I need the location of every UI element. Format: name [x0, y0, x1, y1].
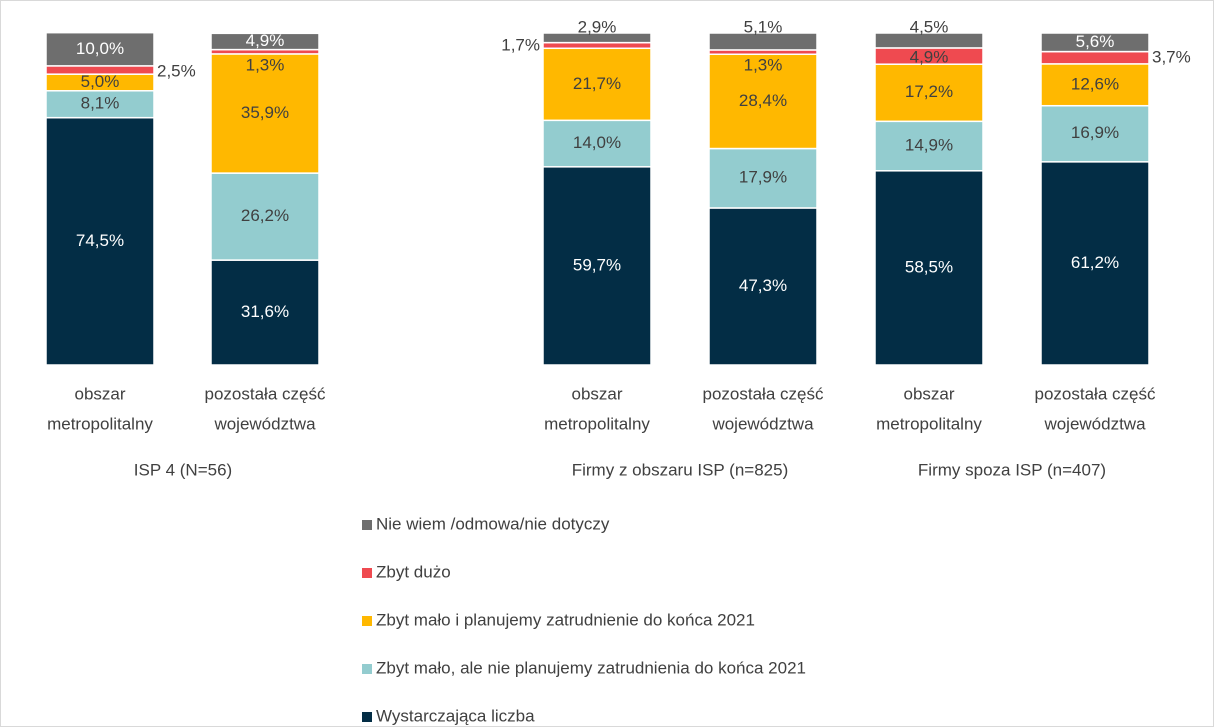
data-label: 14,9%	[905, 136, 953, 155]
data-label: 8,1%	[81, 94, 120, 113]
bar-segment	[45, 65, 155, 75]
data-label: 31,6%	[241, 302, 289, 321]
data-label: 12,6%	[1071, 74, 1119, 93]
legend-swatch	[362, 712, 372, 722]
bar-segment	[708, 147, 818, 209]
bar-segment	[210, 172, 320, 261]
legend-swatch	[362, 664, 372, 674]
bar-segment	[874, 63, 984, 123]
legend-label: Wystarczająca liczba	[376, 706, 535, 725]
data-label: 61,2%	[1071, 253, 1119, 272]
legend-label: Zbyt mało, ale nie planujemy zatrudnieni…	[376, 658, 806, 677]
data-label: 2,5%	[157, 61, 196, 80]
bar-segment	[874, 32, 984, 49]
data-label: 14,0%	[573, 133, 621, 152]
data-label: 5,6%	[1076, 32, 1115, 51]
data-label: 4,5%	[910, 17, 949, 36]
bar-segment	[210, 259, 320, 366]
x-tick-label: metropolitalny	[544, 414, 650, 433]
x-tick-label: województwa	[213, 414, 316, 433]
x-tick-label: metropolitalny	[876, 414, 982, 433]
data-label: 5,1%	[744, 17, 783, 36]
x-tick-label: metropolitalny	[47, 414, 153, 433]
bar-segment	[210, 32, 320, 51]
bar-segment	[708, 32, 818, 51]
data-label: 1,3%	[744, 55, 783, 74]
data-label: 4,9%	[910, 47, 949, 66]
data-label: 10,0%	[76, 39, 124, 58]
x-tick-label: obszar	[74, 384, 125, 403]
data-label: 58,5%	[905, 257, 953, 276]
data-label: 74,5%	[76, 231, 124, 250]
data-label: 1,7%	[501, 35, 540, 54]
bar-segment	[542, 41, 652, 50]
data-label: 47,3%	[739, 276, 787, 295]
bar-segment	[1040, 50, 1150, 65]
data-label: 2,9%	[578, 17, 617, 36]
x-tick-label: pozostała część	[703, 384, 824, 403]
data-label: 35,9%	[241, 103, 289, 122]
x-tick-label: województwa	[711, 414, 814, 433]
bar-segment	[1040, 32, 1150, 53]
legend-label: Zbyt dużo	[376, 562, 451, 581]
data-label: 4,9%	[246, 31, 285, 50]
bar-segment	[708, 207, 818, 366]
bar-segment	[1040, 104, 1150, 163]
bar-segment	[874, 120, 984, 172]
bar-segment	[542, 32, 652, 44]
bar-segment	[874, 170, 984, 366]
data-label: 1,3%	[246, 55, 285, 74]
x-tick-label: obszar	[571, 384, 622, 403]
data-label: 59,7%	[573, 255, 621, 274]
data-label: 17,9%	[739, 168, 787, 187]
x-tick-label: obszar	[903, 384, 954, 403]
group-label: ISP 4 (N=56)	[134, 460, 232, 479]
legend-label: Nie wiem /odmowa/nie dotyczy	[376, 514, 610, 533]
data-label: 3,7%	[1152, 47, 1191, 66]
x-tick-label: województwa	[1043, 414, 1146, 433]
bar-segment	[1040, 63, 1150, 107]
x-tick-label: pozostała część	[1035, 384, 1156, 403]
bar-segment	[542, 166, 652, 366]
data-label: 28,4%	[739, 91, 787, 110]
x-tick-label: pozostała część	[205, 384, 326, 403]
bar-segment	[210, 53, 320, 174]
bar-segment	[542, 119, 652, 168]
group-label: Firmy z obszaru ISP (n=825)	[572, 460, 789, 479]
legend-swatch	[362, 568, 372, 578]
data-label: 17,2%	[905, 82, 953, 101]
data-label: 21,7%	[573, 74, 621, 93]
legend-label: Zbyt mało i planujemy zatrudnienie do ko…	[376, 610, 755, 629]
bar-segment	[45, 31, 155, 67]
legend-swatch	[362, 520, 372, 530]
data-label: 16,9%	[1071, 123, 1119, 142]
data-label: 26,2%	[241, 206, 289, 225]
bar-segment	[45, 116, 155, 366]
bar-segment	[708, 53, 818, 150]
data-label: 5,0%	[81, 72, 120, 91]
legend-swatch	[362, 616, 372, 626]
group-label: Firmy spoza ISP (n=407)	[918, 460, 1106, 479]
